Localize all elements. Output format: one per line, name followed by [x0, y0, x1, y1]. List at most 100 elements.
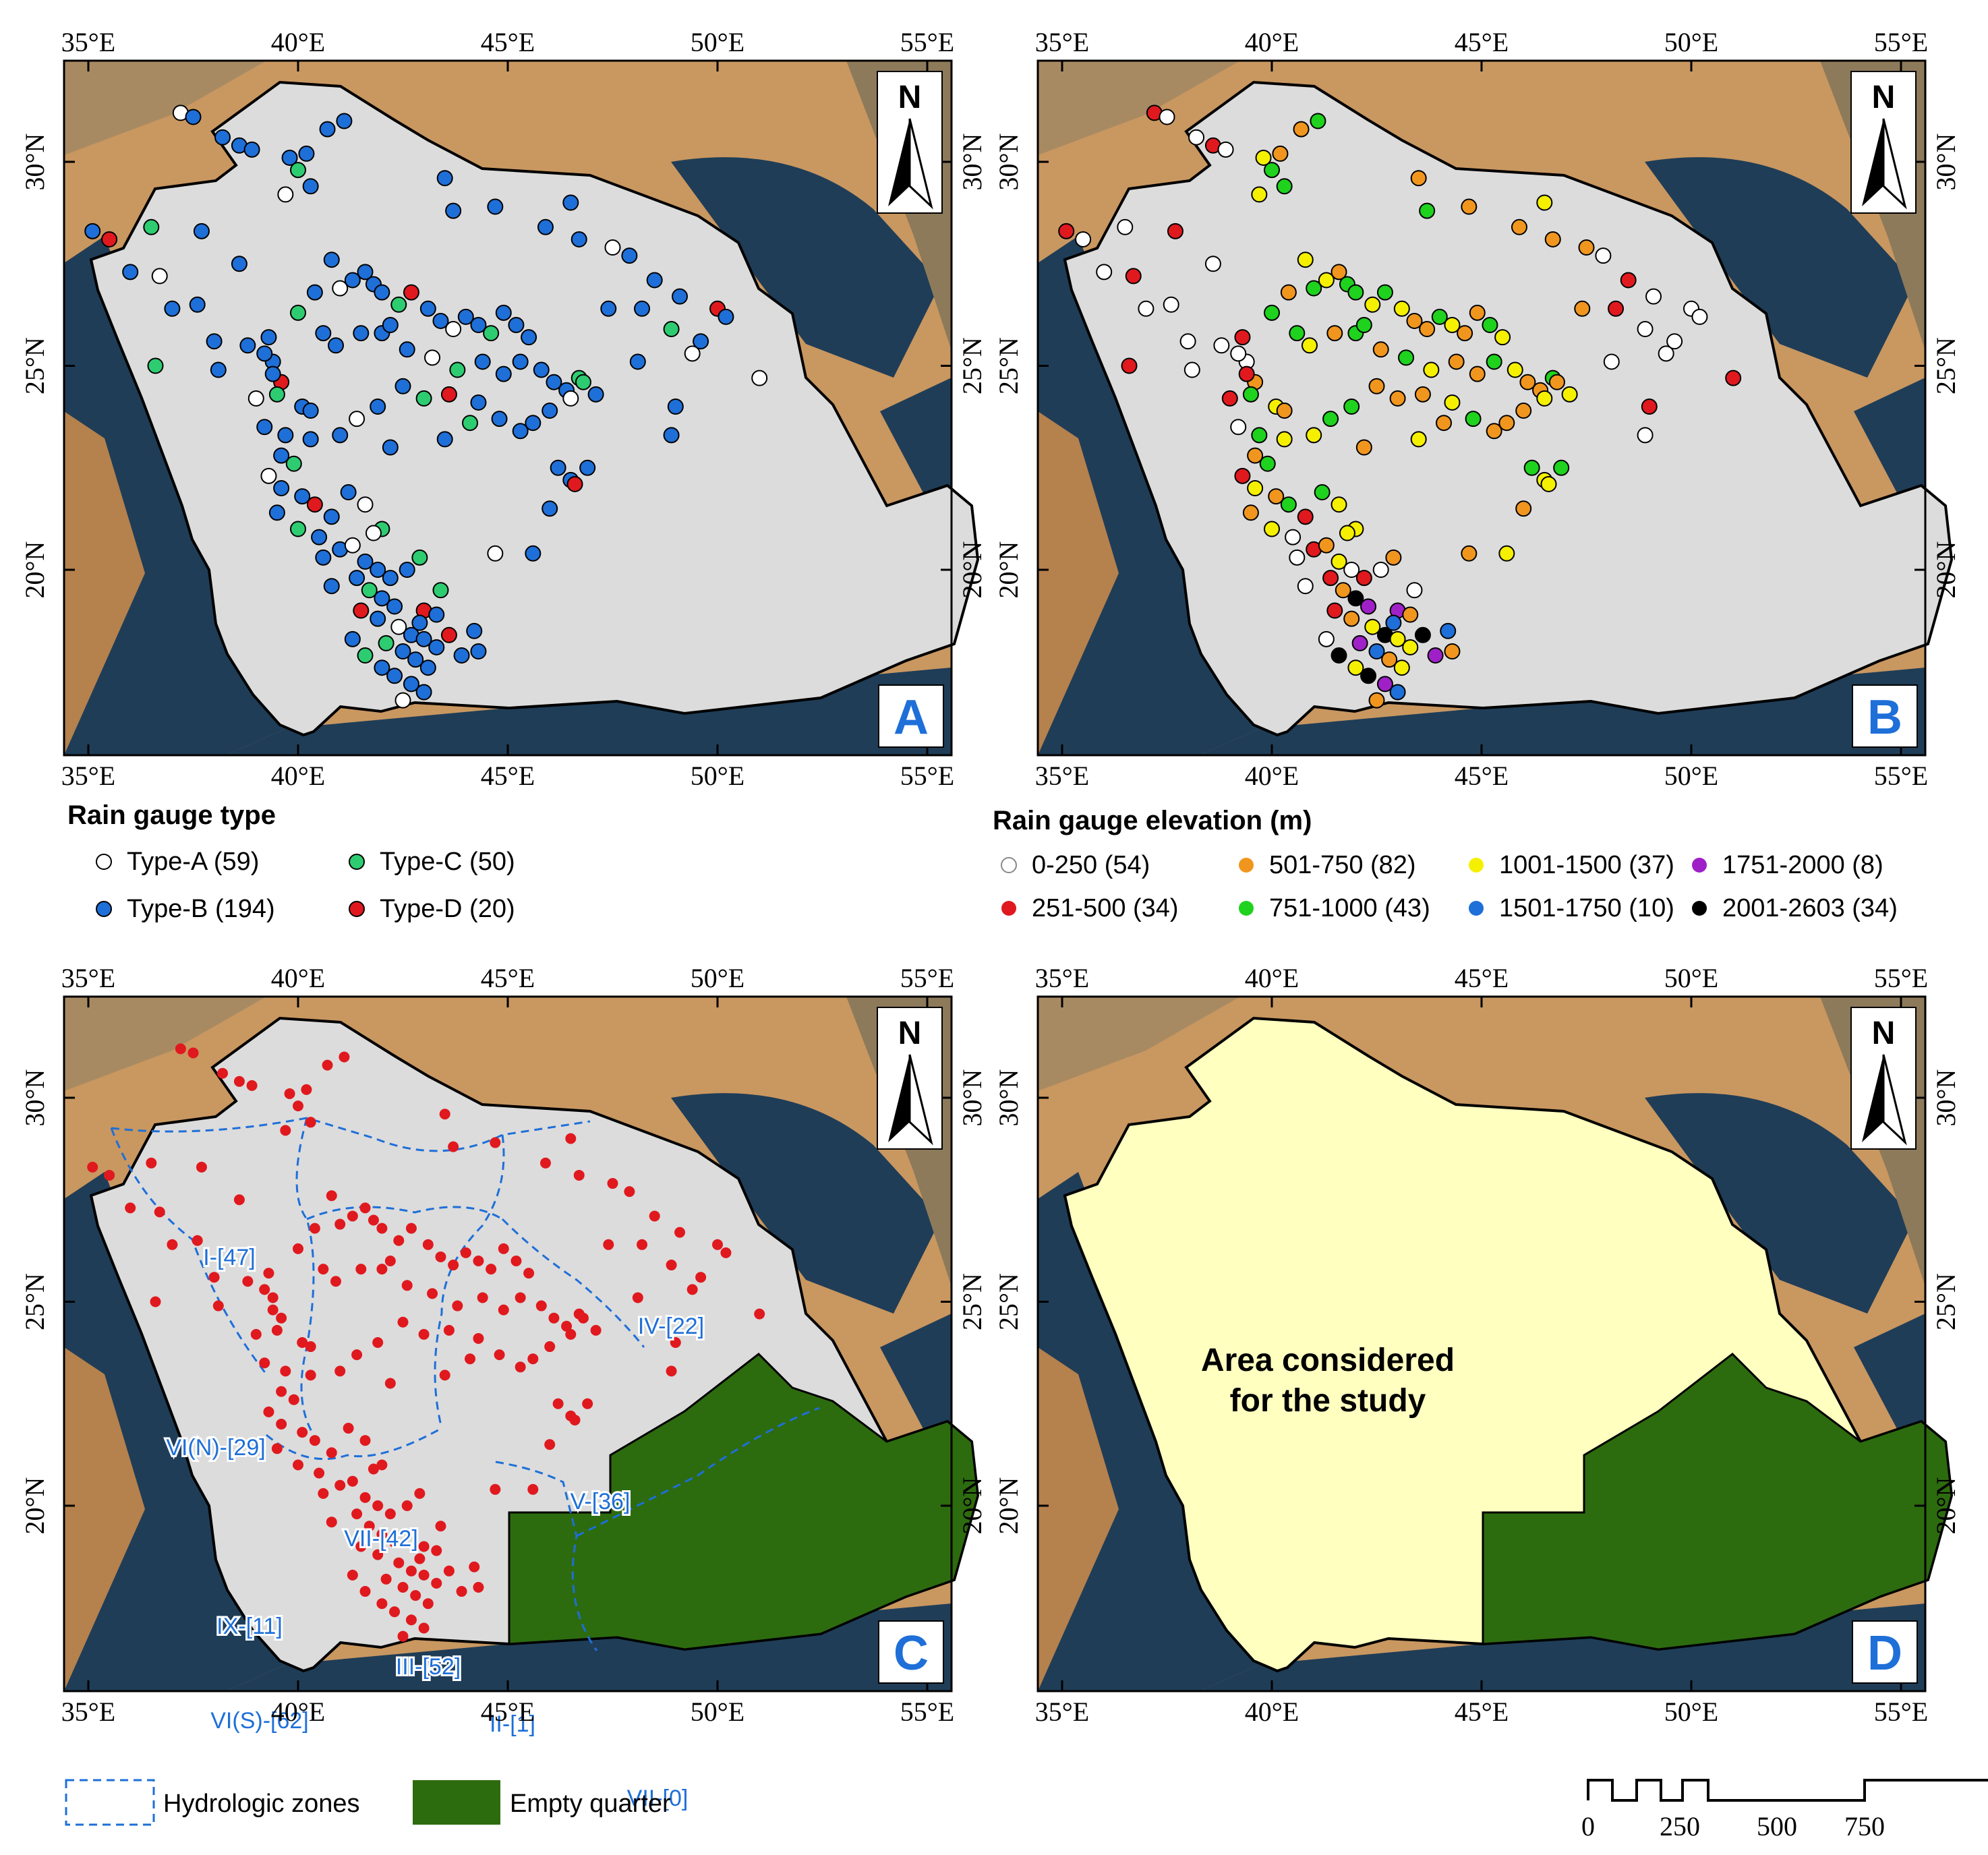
rain-gauge	[1251, 427, 1268, 444]
lon-tick-label-bottom: 40°E	[1245, 761, 1299, 791]
rain-gauge	[84, 223, 101, 239]
rain-gauge	[1339, 525, 1355, 541]
rain-gauge	[603, 1239, 614, 1250]
rain-gauge	[372, 1549, 384, 1560]
hydro-zone-swatch	[65, 1779, 155, 1826]
rain-gauge	[374, 590, 390, 607]
rain-gauge	[405, 1565, 417, 1577]
rain-gauge	[284, 1088, 295, 1099]
rain-gauge	[288, 1394, 299, 1405]
saudi-arabia-outline	[1063, 80, 1954, 737]
rain-gauge	[353, 325, 370, 342]
rain-gauge	[629, 353, 646, 370]
rain-gauge	[1326, 325, 1343, 342]
rain-gauge	[403, 284, 419, 301]
rain-gauge	[214, 129, 231, 146]
legend-swatch	[96, 901, 112, 917]
rain-gauge	[415, 630, 432, 647]
rain-gauge	[510, 1256, 522, 1266]
rain-gauge	[1247, 447, 1264, 464]
rain-gauge	[666, 1260, 677, 1271]
rain-gauge	[330, 1276, 341, 1287]
rain-gauge	[122, 264, 139, 281]
rain-gauge	[357, 496, 374, 513]
rain-gauge	[231, 256, 247, 272]
legend-swatch	[1239, 858, 1254, 873]
rain-gauge	[390, 618, 407, 635]
rain-gauge	[1360, 668, 1377, 684]
rain-gauge	[624, 1186, 635, 1198]
rain-gauge	[573, 1169, 585, 1181]
legend-item-label: Type-B (194)	[127, 895, 275, 923]
lon-tick-label-bottom: 35°E	[1035, 1697, 1089, 1727]
lon-tick-label-bottom: 45°E	[1455, 761, 1509, 791]
rain-gauge	[344, 272, 361, 289]
rain-gauge	[575, 374, 591, 390]
rain-gauge	[1536, 194, 1553, 211]
lat-tick-label-right: 25°N	[957, 1273, 987, 1330]
rain-gauge	[427, 1288, 438, 1299]
rain-gauge	[154, 1206, 165, 1218]
rain-gauge	[376, 1223, 388, 1234]
rain-gauge	[407, 651, 424, 668]
rain-gauge	[523, 1268, 535, 1279]
rain-gauge	[273, 447, 290, 464]
rain-gauge	[334, 1365, 346, 1377]
rain-gauge	[260, 329, 277, 346]
rain-gauge	[1138, 300, 1154, 317]
rain-gauge	[382, 439, 399, 456]
lon-tick-label-top: 45°E	[481, 963, 535, 993]
legend-title: Rain gauge elevation (m)	[993, 806, 1312, 835]
rain-gauge	[1515, 403, 1532, 419]
rain-gauge	[322, 1059, 333, 1071]
rain-gauge	[569, 1414, 581, 1425]
rain-gauge	[268, 504, 285, 521]
rain-gauge	[473, 1582, 484, 1593]
rain-gauge	[418, 1541, 430, 1552]
rain-gauge	[318, 1488, 329, 1499]
rain-gauge	[370, 610, 386, 627]
rain-gauge	[440, 626, 457, 643]
rain-gauge	[389, 1537, 401, 1548]
rain-gauge	[495, 304, 512, 321]
lon-tick-label-bottom: 35°E	[61, 761, 115, 791]
rain-gauge	[372, 1337, 384, 1348]
rain-gauge	[394, 692, 411, 709]
scale-bar: Km0250500750	[1581, 1779, 1988, 1842]
lat-tick-label-right: 30°N	[1931, 1069, 1961, 1127]
rain-gauge	[684, 345, 701, 362]
rain-gauge	[359, 1492, 371, 1503]
rain-gauge	[1355, 317, 1372, 333]
map-panel-b: 35°E 35°E 40°E 40°E 45°E 45°E 50°E 50°E 55°E 55°E…	[993, 27, 1961, 791]
rain-gauge	[561, 1320, 573, 1332]
rain-gauge	[1410, 170, 1427, 187]
rain-gauge	[712, 1239, 723, 1250]
zone-label: IX-[11]	[216, 1614, 283, 1639]
rain-gauge	[533, 361, 550, 378]
rain-gauge	[340, 484, 357, 501]
rain-gauge	[355, 1264, 367, 1275]
rain-gauge	[368, 1214, 379, 1226]
rain-gauge	[695, 1272, 707, 1283]
rain-gauge	[306, 496, 323, 513]
lon-tick-label-bottom: 45°E	[481, 761, 535, 791]
rain-gauge	[1251, 186, 1268, 203]
rain-gauge	[1402, 606, 1419, 623]
rain-gauge	[208, 1272, 220, 1283]
panel-letter-box: C	[878, 1620, 944, 1684]
rain-gauge	[1515, 500, 1532, 517]
rain-gauge	[600, 300, 617, 317]
lat-tick-label-right: 25°N	[957, 337, 987, 394]
rain-gauge	[332, 427, 349, 444]
lat-tick-label-right: 20°N	[1931, 1477, 1961, 1535]
rain-gauge	[309, 1223, 320, 1234]
rain-gauge	[590, 1324, 602, 1336]
rain-gauge	[515, 1292, 526, 1303]
rain-gauge	[1268, 488, 1285, 505]
rain-gauge	[544, 1439, 556, 1450]
zone-label: IV-[22]	[638, 1314, 704, 1339]
rain-gauge	[448, 1260, 459, 1271]
rain-gauge	[1293, 121, 1310, 138]
north-label: N	[1872, 80, 1896, 115]
lon-tick-label-top: 50°E	[691, 963, 744, 993]
